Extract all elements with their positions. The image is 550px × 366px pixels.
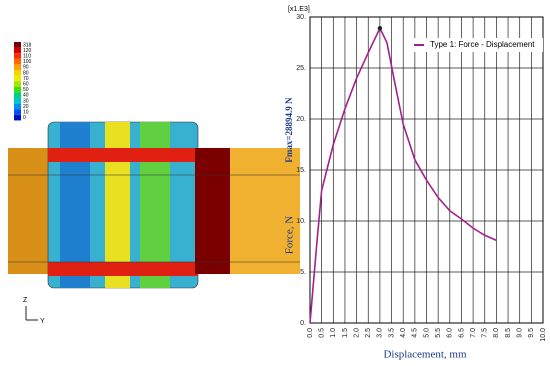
legend-swatch	[14, 98, 21, 104]
x-tick-label: 7.5	[482, 328, 489, 338]
legend-label: Type 1: Force - Displacement	[430, 40, 535, 49]
x-tick-label: 9.5	[528, 328, 535, 338]
legend-label: 100	[23, 59, 32, 65]
annotation: Fmax=28894.9 N	[284, 97, 294, 163]
legend-label: 20	[23, 104, 29, 110]
legend-label: 30	[23, 98, 29, 104]
triad: Z Y	[23, 297, 45, 325]
pipe-end	[8, 148, 48, 274]
x-tick-label: 6.0	[447, 328, 454, 338]
legend-label: 80	[23, 70, 29, 76]
triad-label: Z	[23, 297, 28, 304]
legend-label: 110	[23, 54, 31, 60]
legend-swatch	[14, 92, 21, 98]
x-tick-label: 1.0	[330, 328, 337, 338]
y-tick-label: 15.	[296, 167, 306, 174]
triad-label: Y	[40, 318, 45, 325]
legend-label: 70	[23, 76, 29, 82]
fea-model	[8, 121, 300, 289]
x-tick-label: 0.5	[318, 328, 325, 338]
legend-swatch	[14, 42, 21, 48]
legend-swatch	[14, 64, 21, 70]
x-tick-label: 10.0	[540, 328, 547, 342]
y-tick-label: 25.	[296, 65, 306, 72]
legend-swatch	[14, 75, 21, 82]
legend-bg	[408, 38, 543, 52]
x-tick-label: 8.0	[493, 328, 500, 338]
x-tick-label: 3.0	[377, 328, 384, 338]
x-tick-label: 4.5	[412, 328, 419, 338]
legend-swatch	[14, 86, 21, 93]
legend-label: 318	[23, 42, 32, 48]
y-tick-label: 0.	[300, 320, 306, 327]
legend-label: 90	[23, 65, 29, 71]
legend-label: 40	[23, 93, 29, 99]
x-tick-label: 2.5	[365, 328, 372, 338]
thread	[48, 148, 198, 162]
plot-frame	[309, 16, 544, 324]
x-tick-label: 1.5	[342, 328, 349, 338]
x-tick-label: 9.0	[517, 328, 524, 338]
x-tick-label: 4.0	[400, 328, 407, 338]
legend-label: 50	[23, 87, 29, 93]
legend-swatch	[14, 103, 21, 110]
y-axis-label: Force, N	[284, 216, 296, 255]
legend-label: 0	[23, 115, 26, 121]
y-tick-label: 10.	[296, 218, 306, 225]
legend-swatch	[14, 114, 21, 121]
legend-label: 120	[23, 48, 32, 54]
legend-swatch	[14, 81, 21, 87]
legend-swatch	[14, 109, 21, 115]
thread	[48, 262, 198, 276]
legend-swatch	[14, 58, 21, 65]
y-tick-label: 20.	[296, 116, 306, 123]
max-marker	[377, 26, 383, 31]
legend-swatch	[14, 70, 21, 76]
x-tick-label: 7.0	[470, 328, 477, 338]
multiplier: [x1.E3]	[288, 6, 310, 13]
legend-label: 10	[23, 110, 29, 116]
x-tick-label: 5.5	[435, 328, 442, 338]
legend-swatch	[14, 47, 21, 54]
legend-swatch	[14, 53, 21, 59]
x-axis-label: Displacement, mm	[383, 349, 467, 361]
legend-label: 60	[23, 82, 29, 88]
x-tick-label: 0.0	[307, 328, 314, 338]
x-tick-label: 8.5	[505, 328, 512, 338]
pipe	[230, 148, 300, 274]
x-tick-label: 5.0	[423, 328, 430, 338]
x-tick-label: 6.5	[458, 328, 465, 338]
x-tick-label: 3.5	[388, 328, 395, 338]
pin	[195, 148, 230, 274]
series-line	[309, 26, 497, 324]
y-tick-label: 30.	[296, 14, 306, 21]
y-tick-label: 5.	[300, 269, 306, 276]
x-tick-label: 2.0	[353, 328, 360, 338]
